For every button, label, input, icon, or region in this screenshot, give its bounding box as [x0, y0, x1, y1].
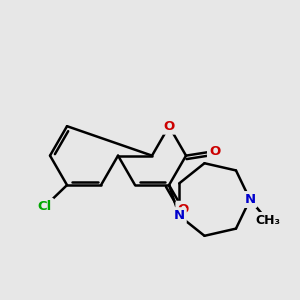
Text: N: N — [244, 193, 256, 206]
Text: Cl: Cl — [38, 200, 52, 213]
Text: O: O — [177, 203, 189, 216]
Text: O: O — [164, 120, 175, 133]
Text: N: N — [174, 209, 185, 222]
Text: CH₃: CH₃ — [255, 214, 280, 227]
Text: O: O — [209, 145, 220, 158]
